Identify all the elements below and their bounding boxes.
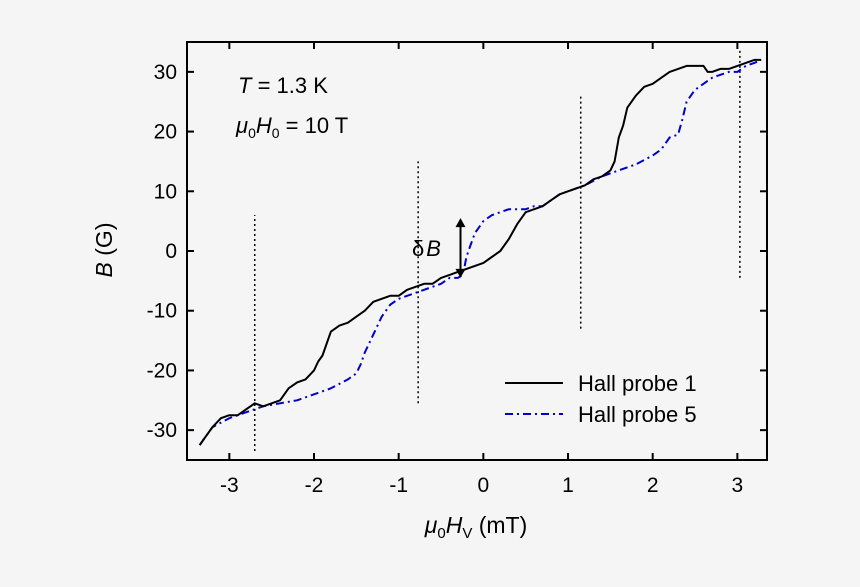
x-tick-label: 2 (647, 474, 659, 497)
y-tick-label: 30 (154, 61, 177, 84)
x-tick-labels: -3 -2 -1 0 1 2 3 (220, 474, 743, 497)
legend-label-hall-probe-1: Hall probe 1 (578, 371, 697, 396)
delta-b-annotation: δB (412, 236, 441, 261)
legend-label-hall-probe-5: Hall probe 5 (578, 402, 697, 427)
temperature-annotation: T = 1.3 K (238, 73, 328, 98)
x-axis-title: μ0HV (mT) (424, 512, 528, 542)
delta-b-arrow-head-down (455, 268, 466, 278)
x-tick-label: -2 (305, 474, 324, 497)
x-tick-label: -1 (389, 474, 408, 497)
series-hall-probe-5 (198, 58, 762, 446)
y-tick-label: -20 (147, 359, 177, 382)
y-tick-label: 10 (154, 180, 177, 203)
axis-ticks (187, 42, 767, 460)
y-tick-label: -30 (147, 419, 177, 442)
x-tick-label: 0 (478, 474, 490, 497)
delta-b-arrow (455, 218, 466, 278)
y-axis-title: B (G) (91, 223, 117, 278)
y-tick-labels: -30 -20 -10 0 10 20 30 (147, 61, 177, 442)
x-tick-label: -3 (220, 474, 239, 497)
series-hall-probe-1 (198, 58, 762, 446)
x-tick-label: 3 (732, 474, 744, 497)
delta-b-arrow-head-up (455, 218, 466, 228)
y-tick-label: 20 (154, 121, 177, 144)
series-layer (198, 58, 762, 446)
legend: Hall probe 1 Hall probe 5 (505, 371, 697, 427)
plot-frame (186, 41, 768, 461)
y-tick-label: -10 (147, 300, 177, 323)
field-annotation: μ0H0 = 10 T (235, 113, 348, 141)
y-tick-label: 0 (165, 240, 177, 263)
x-tick-label: 1 (562, 474, 574, 497)
dotted-reference-lines (253, 47, 741, 452)
